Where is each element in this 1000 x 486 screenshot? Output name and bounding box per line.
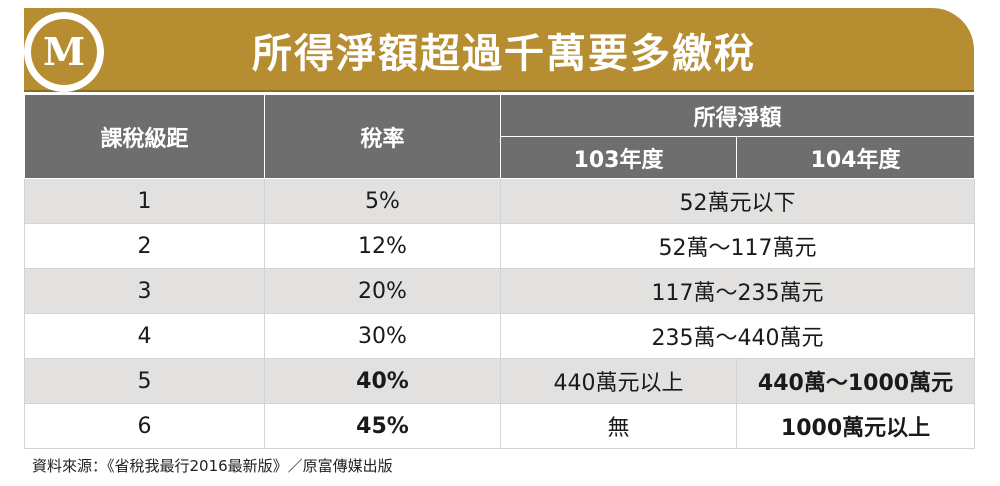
- rate-cell: 30%: [264, 313, 501, 359]
- income-104-cell-highlight: 1000萬元以上: [735, 403, 976, 449]
- income-cell: 52萬～117萬元: [499, 223, 976, 269]
- tax-bracket-table: 課稅級距 稅率 所得淨額 103年度 104年度 1 5% 52萬元以下 2 1…: [24, 94, 976, 449]
- source-note: 資料來源：《省稅我最行2016最新版》／原富傳媒出版: [32, 457, 393, 475]
- income-cell: 235萬～440萬元: [499, 313, 976, 359]
- income-cell: 52萬元以下: [499, 178, 976, 224]
- rate-cell: 12%: [264, 223, 501, 269]
- header-rate: 稅率: [264, 94, 501, 179]
- logo-letter: M: [31, 19, 97, 85]
- rate-cell: 20%: [264, 268, 501, 314]
- income-104-cell-highlight: 440萬～1000萬元: [735, 358, 976, 404]
- brand-logo: M: [24, 12, 104, 92]
- rate-cell-highlight: 45%: [264, 403, 501, 449]
- bracket-cell: 4: [24, 313, 265, 359]
- income-cell: 117萬～235萬元: [499, 268, 976, 314]
- header-bracket: 課稅級距: [24, 94, 265, 179]
- title-banner: [24, 8, 974, 92]
- rate-cell: 5%: [264, 178, 501, 224]
- table-row: 6 45% 無 1000萬元以上: [24, 403, 976, 449]
- bracket-cell: 5: [24, 358, 265, 404]
- page-title: 所得淨額超過千萬要多繳稅: [252, 31, 756, 77]
- rate-cell-highlight: 40%: [264, 358, 501, 404]
- bracket-cell: 2: [24, 223, 265, 269]
- header-year-104: 104年度: [735, 136, 976, 179]
- bracket-cell: 1: [24, 178, 265, 224]
- table-row: 3 20% 117萬～235萬元: [24, 268, 976, 314]
- header-net-income: 所得淨額: [499, 94, 976, 137]
- bracket-cell: 3: [24, 268, 265, 314]
- header-year-103: 103年度: [500, 136, 737, 179]
- table-row: 5 40% 440萬元以上 440萬～1000萬元: [24, 358, 976, 404]
- table-row: 2 12% 52萬～117萬元: [24, 223, 976, 269]
- table-row: 1 5% 52萬元以下: [24, 178, 976, 224]
- table-row: 4 30% 235萬～440萬元: [24, 313, 976, 359]
- income-103-cell: 無: [500, 403, 737, 449]
- income-103-cell: 440萬元以上: [500, 358, 737, 404]
- bracket-cell: 6: [24, 403, 265, 449]
- banner-underline: [24, 90, 974, 92]
